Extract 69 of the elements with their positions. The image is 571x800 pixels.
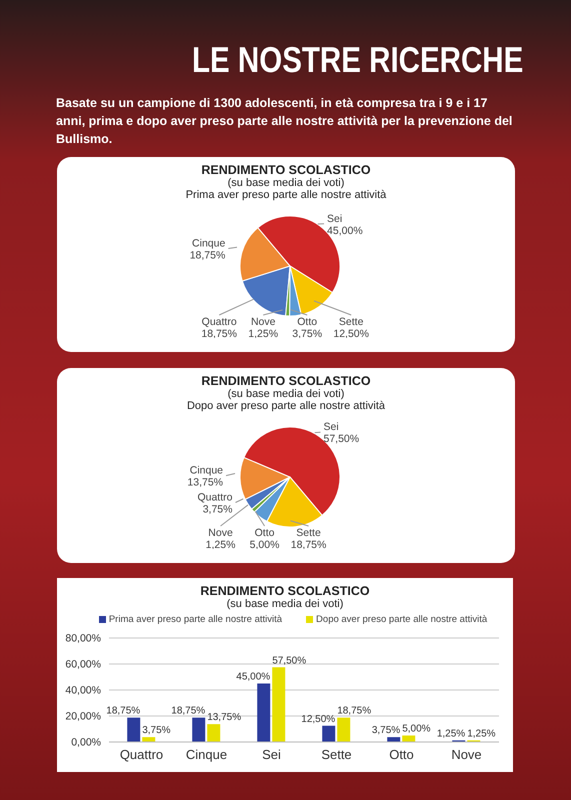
data-label: 1,25% [206,539,236,551]
chart-title: RENDIMENTO SCOLASTICO [200,374,372,388]
x-tick-label: Quattro [120,747,164,762]
slice-label: Sette [338,316,364,328]
data-label: 18,75% [106,706,140,717]
data-label: 3,75% [292,328,322,340]
data-label: 12,50% [333,328,370,340]
data-label: 1,25% [436,728,466,740]
slice-label: Sei [327,212,342,225]
data-label: 3,75% [142,725,171,736]
data-label: 18,75% [337,706,372,717]
slice-label: Quattro [197,492,233,504]
slice-label: Nove [250,316,276,328]
legend-label: Dopo aver preso parte alle nostre attività [316,614,488,625]
data-label: 13,75% [187,476,224,489]
chart-title: RENDIMENTO SCOLASTICO [199,584,371,598]
chart-subtitle: (su base media dei voti) [226,177,346,189]
data-label: 5,00% [402,724,431,734]
text: Prima aver preso parte alle nostre attività [184,189,388,201]
data-label: 5,00% [250,539,280,551]
slice-label: Cinque [192,237,226,250]
chart-subtitle: (su base media dei voti) [226,598,344,610]
data-label: 18,75% [171,706,206,717]
data-label: 1,25% [248,328,278,340]
slice-label: Otto [254,527,275,539]
bar [322,726,336,742]
x-tick-label: Sei [262,747,281,762]
chart-subtitle: (su base media dei voti) [226,388,346,400]
bar [127,718,140,742]
x-tick-label: Sette [321,747,352,762]
data-label: 45,00% [236,672,270,682]
data-label: 57,50% [324,433,360,446]
x-tick-label: Cinque [186,747,228,762]
text: LE NOSTRE RICERCHE [192,39,524,80]
slice-label: Quattro [202,316,237,328]
data-label: 57,50% [272,655,306,666]
chart-title: RENDIMENTO SCOLASTICO [200,163,372,177]
x-tick-label: Nove [451,747,482,762]
data-label: 3,75% [372,725,400,736]
slice-label: Sei [324,421,339,434]
data-label: 13,75% [207,712,242,724]
data-label: 1,25% [467,728,496,740]
slice-label: Nove [208,527,233,539]
slice-label: Cinque [190,464,224,477]
bar [402,736,416,742]
data-label: 18,75% [190,249,226,262]
text: Dopo aver preso parte alle nostre attività [186,400,386,412]
x-tick-label: Otto [389,747,414,762]
bar [207,724,220,742]
y-tick-label: 60,00% [65,658,101,671]
bar [142,737,156,742]
y-tick-label: 80,00% [65,632,101,645]
bar [192,718,206,742]
bar [337,718,350,742]
data-label: 12,50% [301,714,336,725]
y-tick-label: 20,00% [65,710,101,723]
data-label: 3,75% [202,504,232,516]
slice-label: Otto [297,316,318,328]
text: Basate su un campione di 1300 adolescenti, in età compresa tra i 9 e i 17 anni, prima e dopo aver preso parte alle nostre attività per la prevenzione del Bullismo. [56,95,514,148]
bar [387,737,400,742]
slice-label: Sette [296,527,321,539]
y-tick-label: 0,00% [71,736,101,749]
bar [272,667,286,742]
legend-label: Prima aver preso parte alle nostre attività [108,614,282,625]
bar [257,684,270,742]
data-label: 18,75% [290,539,326,551]
y-tick-label: 40,00% [65,684,101,697]
data-label: 18,75% [201,328,238,340]
data-label: 45,00% [327,224,363,237]
